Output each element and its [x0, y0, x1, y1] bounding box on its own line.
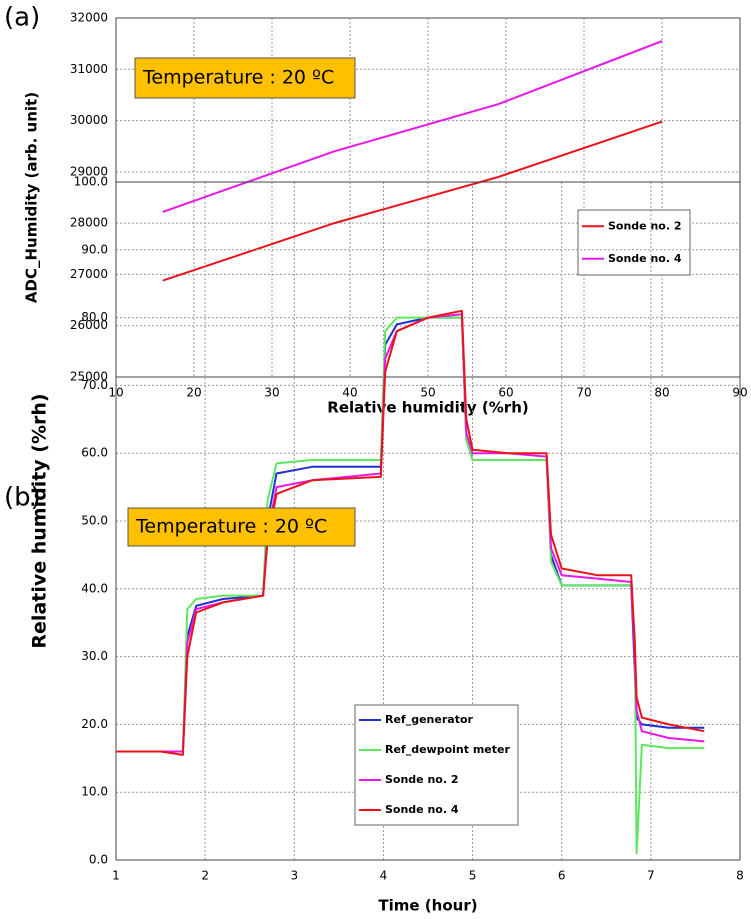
x-tick-label: 7 [647, 869, 655, 883]
legend-label: Sonde no. 4 [385, 803, 459, 816]
series-line [162, 120, 663, 282]
x-tick-label: 70 [576, 386, 591, 400]
plot-frame [115, 181, 741, 861]
y-tick-label: 0.0 [89, 853, 108, 867]
y-tick-label: 26000 [70, 318, 108, 332]
annotation: Temperature : 20 ºC [135, 516, 327, 538]
legend-label: Sonde no. 2 [385, 773, 459, 786]
x-tick-label: 50 [420, 386, 435, 400]
x-tick-label: 4 [380, 869, 388, 883]
legend-box [577, 209, 691, 276]
annotation: Temperature : 20 ºC [142, 67, 334, 89]
y-tick-label: 60.0 [81, 446, 108, 460]
x-tick-label: 3 [290, 869, 298, 883]
x-tick-label: 40 [342, 386, 357, 400]
x-tick-label: 2 [201, 869, 209, 883]
x-axis-title: Time (hour) [378, 897, 477, 915]
y-axis-title: ADC_Humidity (arb. unit) [23, 92, 41, 303]
x-tick-label: 5 [469, 869, 477, 883]
legend-box [354, 704, 519, 826]
y-tick-label: 28000 [70, 216, 108, 230]
y-tick-label: 80.0 [81, 310, 108, 324]
y-tick-label: 30.0 [81, 649, 108, 663]
y-tick-label: 29000 [70, 164, 108, 178]
x-tick-label: 1 [112, 869, 120, 883]
annotation-box [127, 507, 356, 547]
legend-label: Ref_dewpoint meter [385, 743, 510, 756]
x-tick-label: 60 [498, 386, 513, 400]
y-tick-label: 40.0 [81, 581, 108, 595]
panel-label: (a) [4, 3, 40, 33]
y-tick-label: 32000 [70, 11, 108, 25]
y-tick-label: 27000 [70, 267, 108, 281]
y-tick-label: 90.0 [81, 242, 108, 256]
x-tick-label: 30 [264, 386, 279, 400]
x-tick-label: 20 [186, 386, 201, 400]
y-tick-label: 10.0 [81, 785, 108, 799]
y-tick-label: 31000 [70, 62, 108, 76]
x-tick-label: 80 [654, 386, 669, 400]
y-tick-label: 25000 [70, 370, 108, 384]
x-tick-label: 6 [558, 869, 566, 883]
legend-label: Sonde no. 4 [608, 252, 682, 265]
legend-label: Ref_generator [385, 713, 474, 726]
annotation-box [134, 57, 356, 99]
y-tick-label: 30000 [70, 113, 108, 127]
x-axis-title: Relative humidity (%rh) [327, 399, 528, 417]
y-tick-label: 100.0 [74, 175, 108, 189]
y-tick-label: 20.0 [81, 717, 108, 731]
series-line [116, 309, 705, 756]
legend-label: Sonde no. 2 [608, 219, 682, 232]
y-tick-label: 70.0 [81, 378, 108, 392]
y-tick-label: 50.0 [81, 514, 108, 528]
y-axis-title: Relative humidity (%rh) [29, 393, 51, 648]
panel-label: (b) [4, 483, 41, 513]
x-tick-label: 8 [736, 869, 744, 883]
